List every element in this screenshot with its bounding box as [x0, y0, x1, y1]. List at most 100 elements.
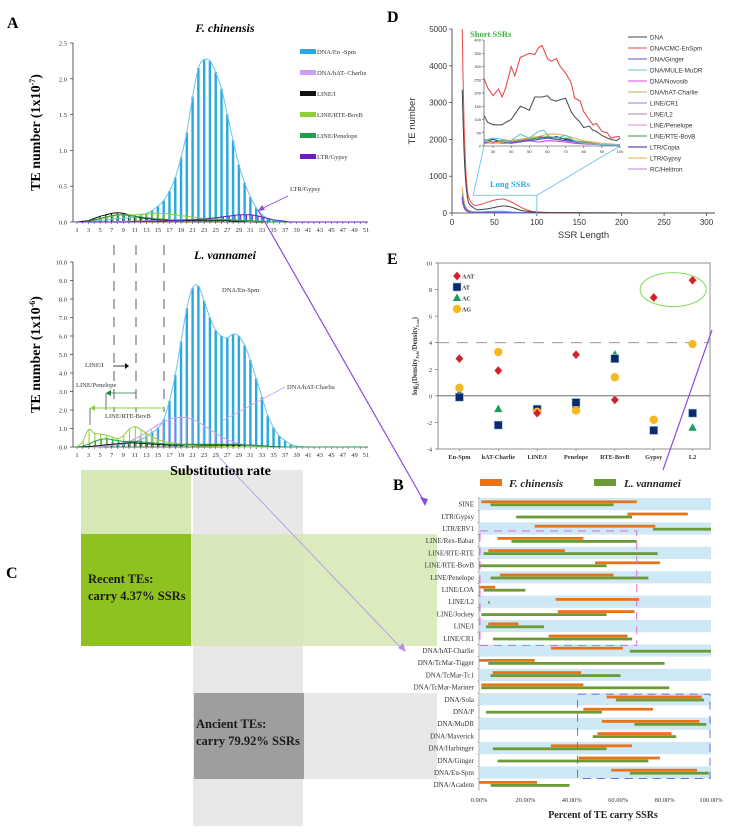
y-axis-label-paren: ) [29, 74, 44, 79]
arrow-hat-to-b [216, 454, 404, 651]
legend-label-f-chinensis: F. chinensis [508, 478, 563, 490]
point-aat [571, 349, 581, 360]
bar-linertebovb [181, 215, 183, 222]
zoom-line-right [536, 145, 621, 196]
range-bar-l-vannamei [490, 576, 649, 580]
bar-linertebovb [163, 213, 165, 222]
category-label: DNA/TcMar-Tigger [418, 659, 475, 667]
category-label: DNA/TcMar-Tc1 [426, 671, 475, 679]
range-bar-l-vannamei [481, 686, 670, 690]
x-tick-label: 45 [328, 452, 335, 459]
bar-dnaenspm [168, 191, 171, 222]
range-bar-l-vannamei [483, 588, 526, 592]
x-tick-label: 3 [87, 452, 90, 459]
category-label: DNA/Harbinger [429, 745, 475, 753]
bar-dnaenspm [179, 341, 183, 447]
x-tick-label: En-Spm [448, 454, 471, 461]
legend-label: DNA/hAT-Charlie [650, 90, 698, 97]
range-bar-f-chinensis [583, 707, 653, 711]
bar-linei [191, 445, 193, 447]
range-bar-f-chinensis [627, 512, 688, 516]
bar-linepenelope [175, 444, 177, 447]
point-aat [455, 353, 464, 364]
legend-label: LINE/RTE-BovB [317, 112, 363, 119]
x-tick-label: 21 [189, 452, 196, 459]
bar-linei [197, 220, 199, 222]
x-tick-label: 37 [282, 227, 289, 234]
x-tick-label: 25 [212, 452, 219, 459]
category-label: DNA/Sola [444, 696, 474, 704]
bar-linei [174, 445, 176, 447]
bar-dnahatcharlia [196, 422, 199, 447]
inset-y-tick-label: 300 [474, 64, 481, 69]
inset-line-linertebovb [483, 136, 620, 146]
y-tick-label: 10.0 [56, 260, 67, 267]
bar-dnahatcharlia [116, 444, 118, 447]
y-axis-label-exponent: -7 [28, 79, 37, 86]
bar-linei [134, 216, 136, 222]
x-tick-label: 5 [98, 227, 101, 234]
range-bar-l-vannamei [485, 625, 544, 629]
ancient-dark-block [194, 693, 304, 779]
y-tick-label: 9.0 [59, 278, 67, 285]
x-tick-label: 51 [363, 452, 370, 459]
y-tick-label: 1.5 [59, 112, 67, 119]
annotation-arrow [260, 195, 289, 210]
x-tick-label: 7 [110, 452, 114, 459]
legend-label: DNA [650, 35, 664, 42]
range-bar-l-vannamei [481, 613, 607, 616]
legend-swatch [300, 112, 316, 117]
bar-linepenelope [152, 442, 154, 447]
x-tick-label: 25 [212, 227, 219, 234]
point-at [455, 392, 464, 402]
x-tick-label: 100.00% [699, 797, 723, 804]
legend-label: DNA/MULE-MuDR [650, 68, 703, 75]
bar-dnaenspm [220, 88, 223, 222]
x-tick-label: 33 [259, 452, 266, 459]
x-tick-label: 27 [224, 452, 231, 459]
bar-dnaenspm [231, 334, 235, 447]
x-tick-label: 7 [110, 227, 114, 234]
y-axis-label-main: TE number (1x10 [29, 307, 44, 413]
x-tick-label: 0 [450, 218, 455, 227]
bar-linei [215, 220, 217, 222]
point-ag [455, 383, 464, 393]
range-bar-l-vannamei [492, 637, 633, 641]
y-axis-label-part: Lva [415, 319, 420, 327]
series-line-ltrcopia [461, 197, 716, 214]
range-bar-f-chinensis [606, 695, 702, 699]
bar-dnahatcharlia [243, 445, 245, 447]
bar-linertebovb [152, 213, 154, 222]
recent-light-column [81, 470, 191, 535]
bar-dnaenspm [249, 196, 252, 222]
bar-linepenelope [135, 441, 137, 447]
y-axis-label-paren: ) [29, 296, 44, 301]
annotation-hat-charlia: DNA/hAT-Charlia [287, 384, 335, 391]
x-tick-label: 43 [317, 452, 324, 459]
range-bar-l-vannamei [490, 784, 570, 787]
bar-dnaenspm [162, 419, 165, 447]
range-bar-f-chinensis [550, 744, 633, 748]
annotation-arrowhead-penelope [106, 390, 111, 396]
bar-linertebovb [186, 216, 188, 222]
bar-dnaenspm [197, 286, 200, 447]
bar-dnahatcharlie [191, 220, 193, 222]
annotation-arrow-hat [221, 386, 286, 422]
y-axis-label-part: ) [411, 316, 419, 319]
bar-linepenelope [245, 444, 247, 447]
legend-label: LTR/Gypsy [317, 154, 348, 161]
bar-linei [116, 212, 118, 222]
bar-dnaenspm [150, 210, 154, 222]
bar-dnahatcharlia [162, 422, 164, 447]
annotation-en-spm: DNA/En-Spm [222, 287, 259, 294]
range-bar-f-chinensis [488, 622, 519, 626]
x-tick-label: 35 [270, 227, 277, 234]
legend-swatch [300, 91, 316, 96]
bar-dnaenspm [283, 440, 287, 447]
bar-linertebovb [140, 429, 142, 447]
range-bar-f-chinensis [479, 781, 537, 784]
bar-dnaenspm [168, 400, 171, 447]
range-bar-f-chinensis [555, 598, 640, 601]
legend-swatch [300, 133, 316, 138]
y-tick-label: 4.0 [59, 371, 67, 378]
